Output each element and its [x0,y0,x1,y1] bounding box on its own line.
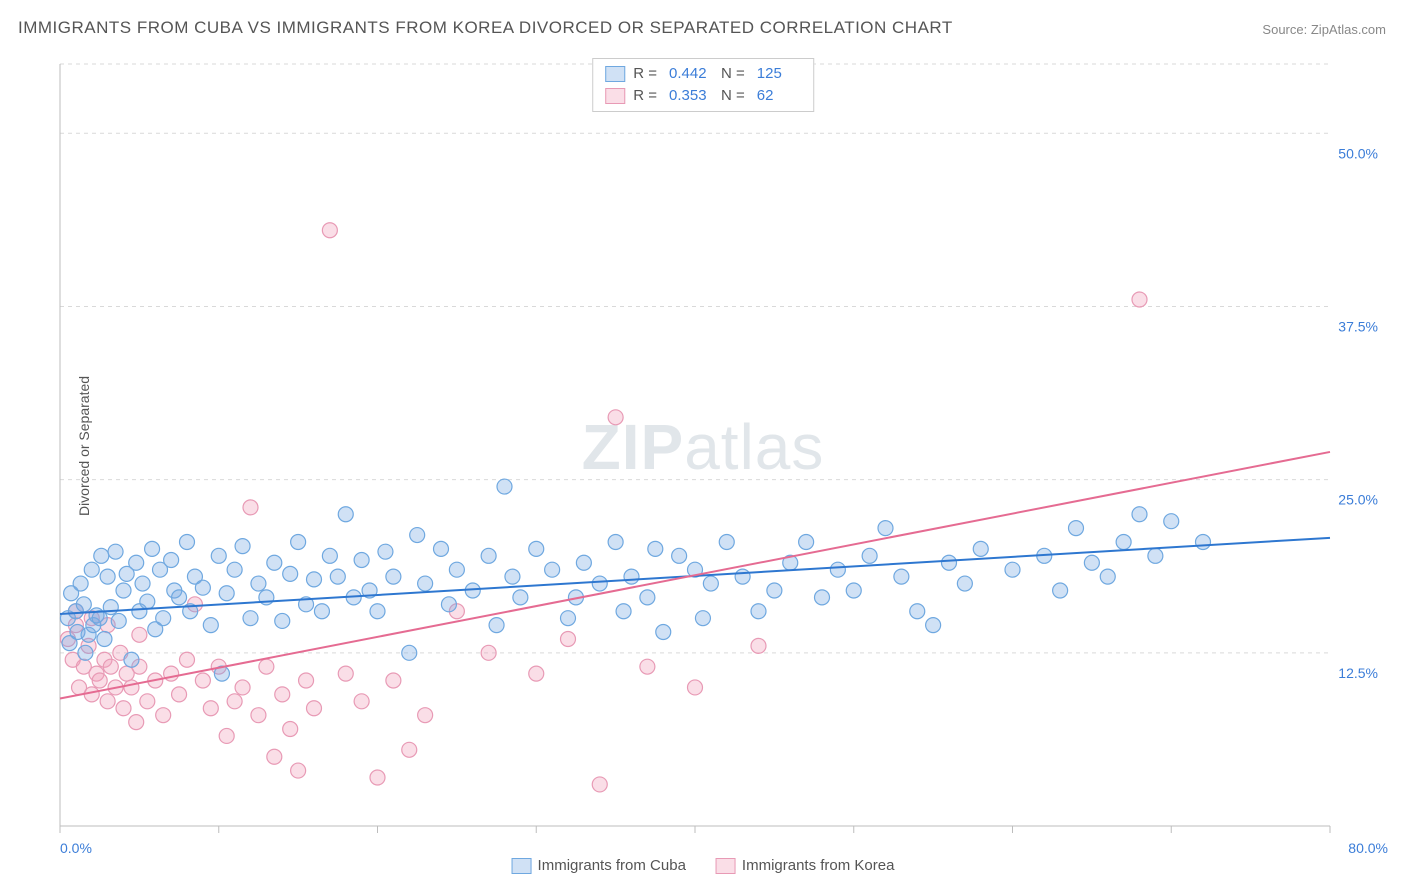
legend-stats: R =0.442 N =125 R =0.353 N =62 [592,58,814,112]
legend-series: Immigrants from Cuba Immigrants from Kor… [512,857,895,874]
svg-text:50.0%: 50.0% [1338,145,1378,161]
source-attribution: Source: ZipAtlas.com [1262,22,1386,37]
svg-text:25.0%: 25.0% [1338,492,1378,508]
legend-row-korea: R =0.353 N =62 [605,85,801,107]
swatch-cuba-icon [512,858,532,874]
x-axis-min: 0.0% [60,840,92,856]
source-link[interactable]: ZipAtlas.com [1311,22,1386,37]
swatch-korea [605,88,625,104]
svg-text:12.5%: 12.5% [1338,665,1378,681]
scatter-chart: 12.5% 25.0% 37.5% 50.0% [50,50,1390,850]
swatch-cuba [605,66,625,82]
source-label: Source: [1262,22,1307,37]
legend-row-cuba: R =0.442 N =125 [605,63,801,85]
swatch-korea-icon [716,858,736,874]
svg-text:37.5%: 37.5% [1338,318,1378,334]
legend-item-korea: Immigrants from Korea [716,857,895,874]
legend-item-cuba: Immigrants from Cuba [512,857,686,874]
x-axis-max: 80.0% [1348,840,1388,856]
chart-title: IMMIGRANTS FROM CUBA VS IMMIGRANTS FROM … [18,18,953,38]
